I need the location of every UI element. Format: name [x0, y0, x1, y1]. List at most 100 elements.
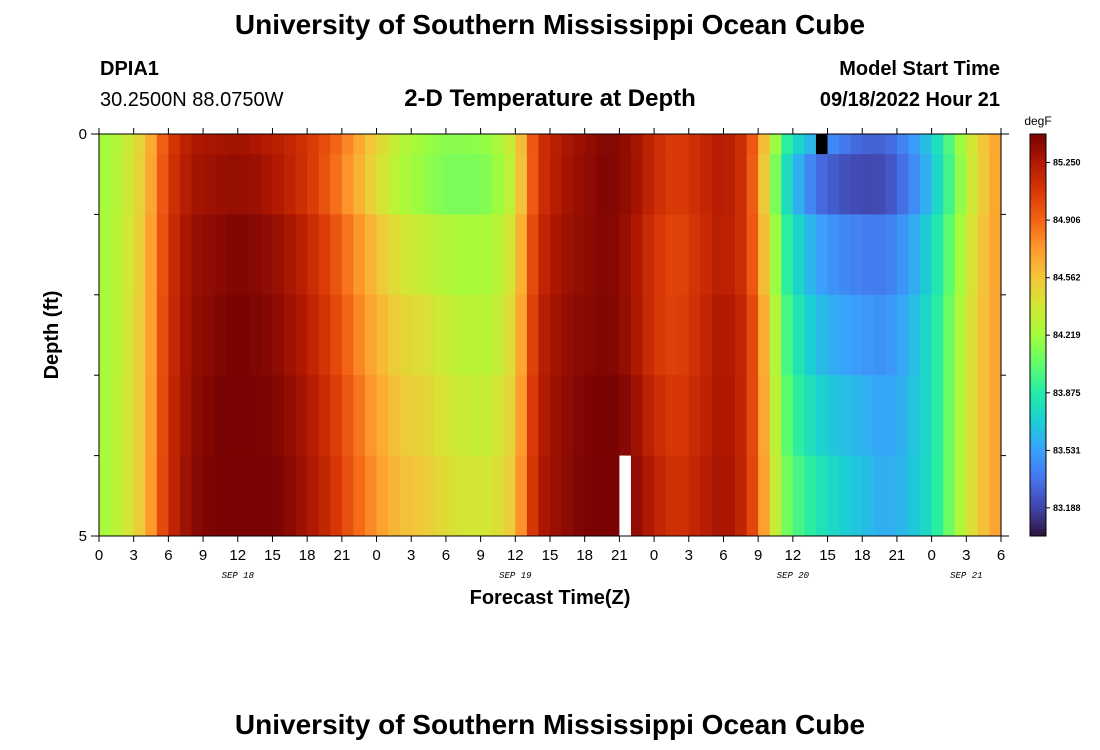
- heatmap-cell: [99, 294, 112, 376]
- colorbar-tick-label: 84.219: [1053, 330, 1081, 340]
- heatmap-cell: [642, 455, 655, 537]
- heatmap-cell: [237, 214, 250, 296]
- heatmap-cell: [630, 134, 644, 155]
- heatmap-cell: [237, 134, 250, 155]
- heatmap-cell: [885, 214, 898, 296]
- heatmap-cell: [596, 214, 609, 296]
- heatmap-cell: [526, 134, 540, 155]
- heatmap-cell: [550, 294, 563, 376]
- heatmap-cell: [827, 294, 840, 376]
- heatmap-cell: [249, 214, 262, 296]
- heatmap-cell: [330, 214, 343, 296]
- heatmap-cell: [168, 294, 181, 376]
- heatmap-cell: [526, 154, 540, 215]
- heatmap-cell: [573, 134, 586, 155]
- heatmap-cell: [607, 214, 620, 296]
- heatmap-cell: [341, 214, 355, 296]
- colorbar-swatch: [1030, 144, 1046, 148]
- model-start-label: Model Start Time: [839, 58, 1000, 80]
- heatmap-cell: [850, 455, 863, 537]
- x-tick-label: 6: [164, 547, 172, 564]
- x-tick-label: 12: [229, 547, 246, 564]
- colorbar-swatch: [1030, 268, 1046, 272]
- colorbar-swatch: [1030, 150, 1046, 155]
- heatmap-cell: [908, 214, 921, 296]
- colorbar-swatch: [1030, 365, 1046, 369]
- y-tick-label: 0: [79, 126, 87, 143]
- heatmap-cell: [260, 375, 274, 456]
- heatmap-cell: [376, 294, 389, 376]
- heatmap-cell: [630, 375, 644, 456]
- heatmap-cell: [376, 214, 389, 296]
- colorbar-swatch: [1030, 428, 1046, 433]
- heatmap-cell: [145, 154, 158, 215]
- heatmap-cell: [307, 214, 320, 296]
- heatmap-cell: [399, 294, 412, 376]
- colorbar-swatch: [1030, 137, 1046, 142]
- x-tick-label: 18: [854, 547, 871, 564]
- heatmap-cell: [700, 214, 713, 296]
- colorbar-swatch: [1030, 301, 1046, 306]
- heatmap-cell: [700, 154, 713, 215]
- colorbar-swatch: [1030, 231, 1046, 235]
- heatmap-cell: [434, 375, 447, 456]
- heatmap-cell: [226, 134, 239, 155]
- colorbar-swatch: [1030, 472, 1046, 477]
- x-tick-label: 0: [650, 547, 658, 564]
- colorbar-swatch: [1030, 187, 1046, 192]
- heatmap-cell: [966, 154, 979, 215]
- colorbar-swatch: [1030, 442, 1046, 447]
- heatmap-cell: [665, 455, 678, 537]
- heatmap-cell: [550, 154, 563, 215]
- x-tick-label: 15: [542, 547, 559, 564]
- heatmap-cell: [515, 134, 528, 155]
- heatmap-cell: [99, 214, 112, 296]
- colorbar-swatch: [1030, 515, 1046, 520]
- x-tick-label: 3: [130, 547, 138, 564]
- heatmap-cell: [908, 455, 921, 537]
- axis-ticks: [91, 128, 1009, 542]
- colorbar-swatch: [1030, 227, 1046, 232]
- heatmap-cell: [284, 214, 297, 296]
- colorbar-swatch: [1030, 355, 1046, 359]
- heatmap-cell: [839, 214, 852, 296]
- heatmap-cell: [642, 375, 655, 456]
- heatmap-cell: [873, 214, 886, 296]
- heatmap-cell: [573, 214, 586, 296]
- heatmap-cell: [110, 375, 123, 456]
- heatmap-cell: [688, 154, 701, 215]
- heatmap-cell: [503, 294, 516, 376]
- heatmap-cell: [792, 375, 806, 456]
- colorbar-swatch: [1030, 425, 1046, 430]
- heatmap-cell: [156, 154, 169, 215]
- heatmap-cell: [469, 134, 482, 155]
- heatmap-cell: [330, 375, 343, 456]
- heatmap-cell: [515, 375, 528, 456]
- heatmap-cell: [711, 455, 725, 537]
- heatmap-cell: [839, 375, 852, 456]
- heatmap-cell: [284, 154, 297, 215]
- colorbar-swatch: [1030, 532, 1046, 537]
- x-tick-label: 18: [576, 547, 593, 564]
- heatmap-cell: [723, 455, 736, 537]
- heatmap-cell: [815, 375, 829, 456]
- colorbar-swatch: [1030, 445, 1046, 450]
- heatmap-cell: [677, 214, 690, 296]
- heatmap-cell: [260, 294, 274, 376]
- date-label: SEP 21: [950, 571, 982, 581]
- heatmap-cell: [873, 375, 886, 456]
- colorbar-swatch: [1030, 452, 1046, 457]
- heatmap-cell: [665, 214, 678, 296]
- heatmap-cell: [445, 154, 459, 215]
- heatmap-cell: [677, 154, 690, 215]
- heatmap-cell: [781, 214, 794, 296]
- heatmap-cell: [156, 375, 169, 456]
- heatmap-cell: [295, 214, 308, 296]
- heatmap-cell: [214, 294, 227, 376]
- heatmap-cell: [376, 455, 389, 537]
- heatmap-cell: [122, 134, 135, 155]
- heatmap-cell: [885, 294, 898, 376]
- colorbar-swatch: [1030, 529, 1046, 534]
- heatmap-cell: [110, 455, 123, 537]
- colorbar-swatch: [1030, 244, 1046, 249]
